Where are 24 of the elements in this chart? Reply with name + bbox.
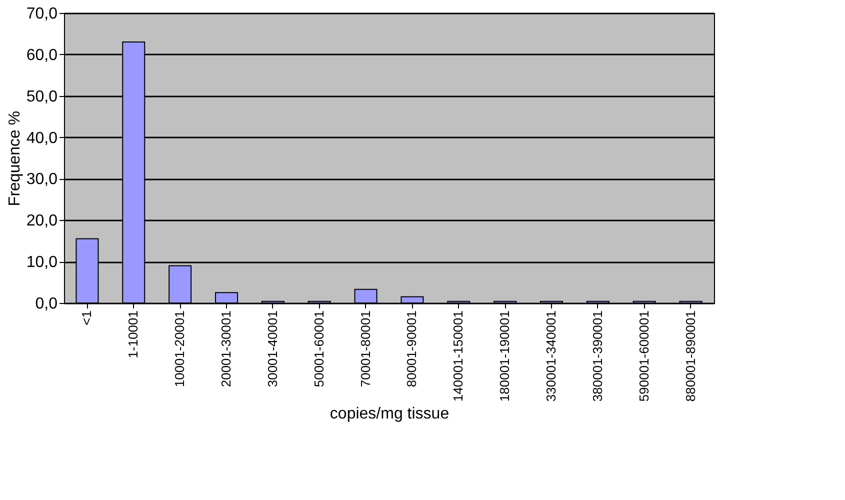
x-tick-label: 50001-60001	[311, 310, 326, 388]
y-axis-title: Frequence %	[6, 110, 24, 206]
x-tick-label: 10001-20001	[172, 310, 188, 388]
x-tick-label: 880001-890001	[682, 310, 698, 402]
x-tick-label: 330001-340001	[544, 310, 558, 402]
y-tick-label: 30,0	[26, 171, 58, 188]
x-tick-label: 80001-90001	[404, 310, 420, 388]
x-tick-label: 180001-190001	[497, 310, 512, 402]
y-tick-label: 60,0	[26, 46, 58, 64]
x-tick-label: 70001-80001	[358, 310, 373, 388]
x-tick-label: <1	[79, 310, 94, 326]
y-tick-label: 70,0	[26, 6, 58, 22]
y-tick-label: 50,0	[26, 88, 58, 106]
y-tick-label: 10,0	[26, 254, 58, 272]
x-tick-label: 1-10001	[126, 310, 141, 358]
x-axis-title: copies/mg tissue	[330, 406, 450, 423]
x-tick-label: 140001-150001	[450, 310, 466, 402]
y-tick-label: 0,0	[35, 296, 58, 312]
x-tick-label: 20001-30001	[218, 310, 234, 388]
x-tick-label: 590001-600001	[636, 310, 652, 402]
x-tick-label: 380001-390001	[590, 310, 605, 402]
y-tick-label: 20,0	[26, 212, 58, 230]
y-tick-label: 40,0	[26, 130, 58, 147]
x-tick-label: 30001-40001	[264, 310, 280, 388]
